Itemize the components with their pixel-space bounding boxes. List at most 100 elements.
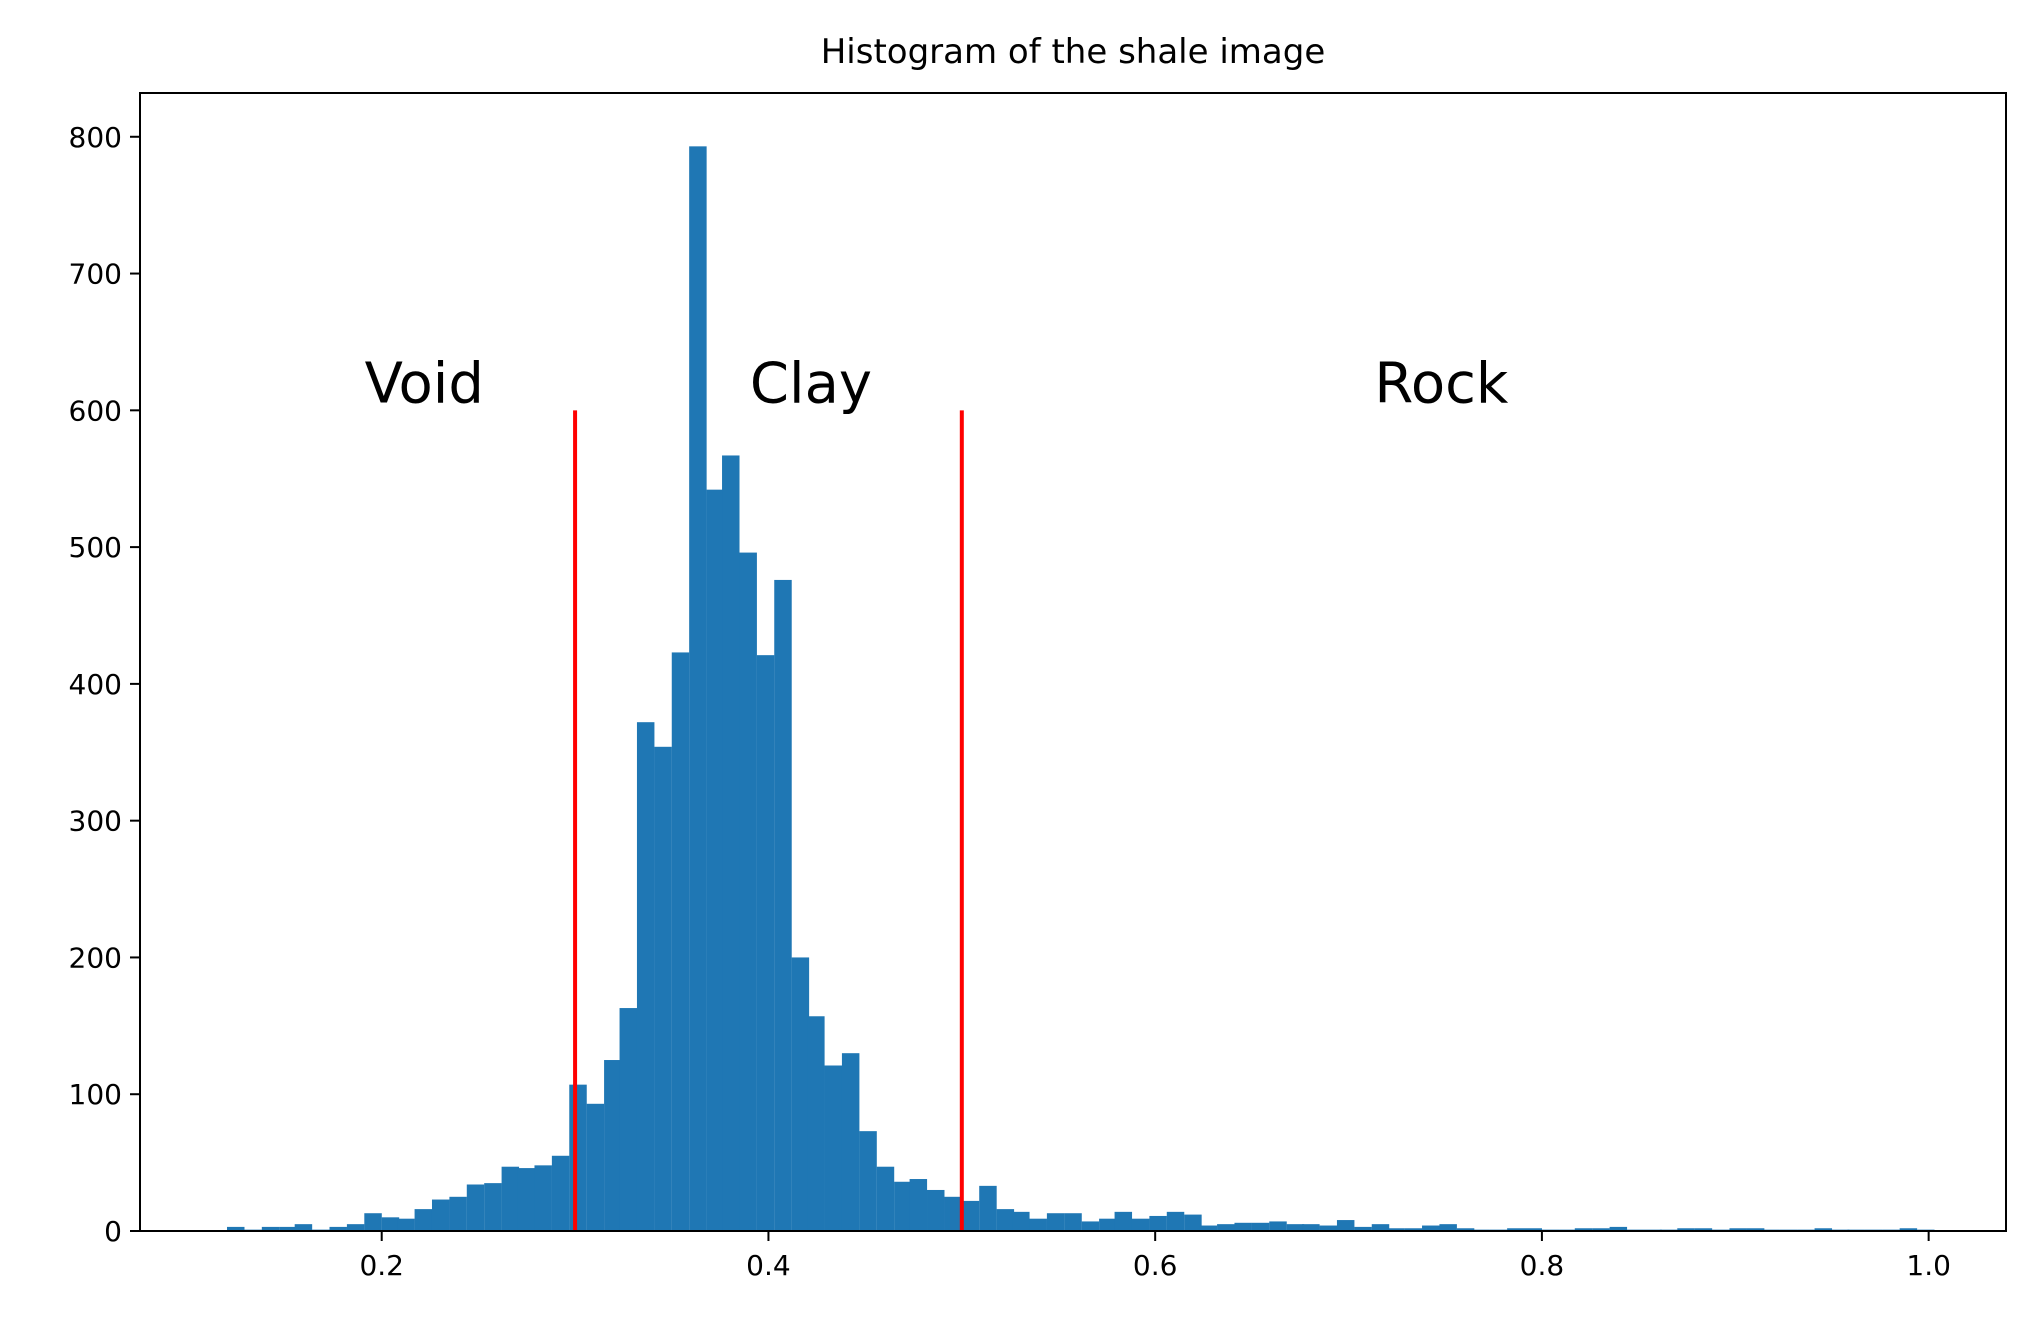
histogram-bar xyxy=(807,1016,825,1231)
region-label-rock: Rock xyxy=(1374,351,1508,416)
histogram-bar xyxy=(346,1224,365,1231)
histogram-bar xyxy=(841,1053,860,1231)
histogram-bar xyxy=(1012,1211,1030,1231)
histogram-bar xyxy=(1099,1218,1117,1231)
y-tick-label: 800 xyxy=(69,121,122,154)
histogram-bar xyxy=(1592,1228,1610,1231)
y-tick-label: 100 xyxy=(69,1078,122,1111)
histogram-bar xyxy=(1729,1228,1747,1231)
histogram-bar xyxy=(1319,1225,1338,1231)
histogram-bar xyxy=(909,1179,928,1231)
histogram-bar xyxy=(1456,1228,1475,1231)
x-tick-label: 0.4 xyxy=(746,1249,791,1282)
histogram-bar xyxy=(1269,1221,1287,1231)
histogram-bar xyxy=(1217,1224,1235,1231)
histogram-bar xyxy=(1677,1228,1695,1231)
region-labels: Void Clay Rock xyxy=(365,351,1509,416)
histogram-bar xyxy=(551,1155,570,1231)
histogram-bar xyxy=(654,746,672,1231)
histogram-bar xyxy=(961,1200,980,1231)
histogram-bar xyxy=(449,1196,467,1231)
histogram-bar xyxy=(1746,1228,1765,1231)
histogram-bar xyxy=(739,552,757,1231)
histogram-bar xyxy=(876,1166,895,1231)
y-tick-label: 0 xyxy=(104,1215,122,1248)
histogram-bar xyxy=(261,1226,280,1231)
histogram-bar xyxy=(279,1226,297,1231)
histogram-bar xyxy=(414,1209,433,1231)
histogram-bar xyxy=(859,1131,877,1231)
histogram-bar xyxy=(1422,1225,1440,1231)
histogram-bar xyxy=(501,1166,520,1231)
histogram-bar xyxy=(824,1065,842,1231)
histogram-bar xyxy=(364,1213,382,1231)
histogram-bar xyxy=(1286,1224,1305,1231)
histogram-bar xyxy=(1404,1228,1423,1231)
histogram-bar xyxy=(1354,1226,1372,1231)
histogram-bar xyxy=(1029,1218,1047,1231)
y-tick-label: 600 xyxy=(69,394,122,427)
histogram-bar xyxy=(397,1218,415,1231)
histogram-bar xyxy=(586,1103,605,1231)
histogram-bar xyxy=(1439,1224,1457,1231)
histogram-bar xyxy=(791,957,810,1231)
histogram-bar xyxy=(756,655,775,1231)
histogram-bar xyxy=(1131,1218,1150,1231)
histogram-bar xyxy=(484,1183,502,1231)
histogram-bar xyxy=(329,1226,347,1231)
histogram-bar xyxy=(381,1217,400,1231)
histogram-bar xyxy=(722,455,740,1231)
threshold-lines xyxy=(573,410,964,1231)
histogram-bar xyxy=(1184,1214,1202,1231)
histogram-bar xyxy=(894,1181,912,1231)
histogram-bar xyxy=(431,1199,450,1231)
histogram-bar xyxy=(706,489,725,1231)
histogram-bar xyxy=(534,1165,552,1231)
x-tick-label: 0.8 xyxy=(1520,1249,1565,1282)
histogram-bar xyxy=(1609,1226,1628,1231)
histogram-bar xyxy=(636,722,655,1231)
x-axis: 0.2 0.4 0.6 0.8 1.0 xyxy=(359,1231,1951,1282)
histogram-bar xyxy=(927,1189,945,1231)
histogram-bar xyxy=(466,1184,485,1231)
y-tick-label: 200 xyxy=(69,941,122,974)
histogram-bar xyxy=(227,1226,245,1231)
histogram-bar xyxy=(1149,1215,1167,1231)
x-tick-label: 0.2 xyxy=(359,1249,404,1282)
histogram-bar xyxy=(1166,1211,1185,1231)
histogram-bars xyxy=(227,146,1935,1231)
region-label-void: Void xyxy=(365,351,484,416)
histogram-bar xyxy=(1524,1228,1542,1231)
histogram-bar xyxy=(1371,1224,1390,1231)
y-tick-label: 500 xyxy=(69,531,122,564)
histogram-bar xyxy=(979,1185,997,1231)
histogram-bar xyxy=(944,1196,962,1231)
chart-title: Histogram of the shale image xyxy=(821,32,1326,72)
plot-frame xyxy=(139,92,2007,1232)
histogram-bar xyxy=(1114,1211,1133,1231)
y-tick-label: 300 xyxy=(69,805,122,838)
histogram-bar xyxy=(1251,1222,1270,1231)
x-tick-label: 1.0 xyxy=(1906,1249,1951,1282)
histogram-bar xyxy=(1046,1213,1065,1231)
histogram-bar xyxy=(1234,1222,1252,1231)
region-label-clay: Clay xyxy=(750,351,872,416)
histogram-bar xyxy=(996,1209,1015,1231)
histogram-bar xyxy=(604,1060,622,1231)
histogram-bar xyxy=(774,579,792,1231)
histogram-bar xyxy=(1387,1228,1405,1231)
y-tick-label: 700 xyxy=(69,258,122,291)
histogram-bar xyxy=(569,1084,587,1231)
histogram-bar xyxy=(671,652,690,1231)
histogram-bar xyxy=(1694,1228,1713,1231)
histogram-bar xyxy=(517,1168,535,1231)
y-axis: 0 100 200 300 400 500 600 700 800 xyxy=(69,121,140,1248)
histogram-bar xyxy=(689,146,707,1231)
histogram-bar xyxy=(1507,1228,1525,1231)
histogram-bar xyxy=(1081,1221,1100,1231)
histogram-bar xyxy=(1064,1213,1082,1231)
histogram-bar xyxy=(1899,1228,1918,1231)
histogram-bar xyxy=(1199,1225,1218,1231)
y-tick-label: 400 xyxy=(69,668,122,701)
